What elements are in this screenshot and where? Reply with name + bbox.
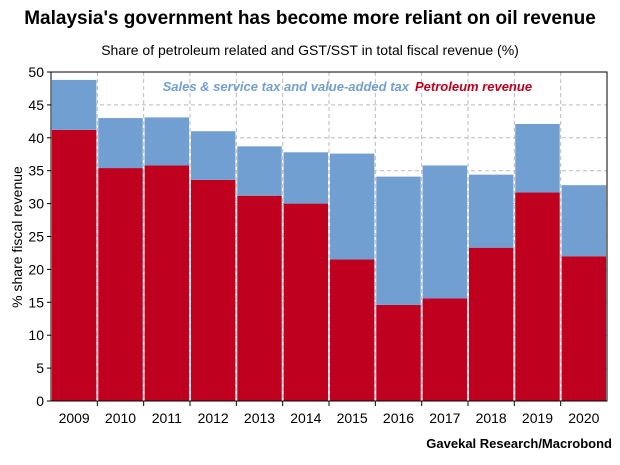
legend-tax: Sales & service tax and value-added tax: [163, 79, 410, 94]
bar-tax: [329, 153, 375, 260]
bars: [51, 79, 607, 402]
bar-petroleum: [376, 304, 421, 401]
y-tick-label: 5: [36, 360, 44, 376]
bar-tax: [376, 176, 421, 305]
y-tick-label: 25: [28, 229, 44, 245]
gridlines: [51, 72, 607, 401]
bar-petroleum: [422, 298, 468, 401]
y-tick-label: 35: [28, 163, 44, 179]
bar-petroleum: [98, 168, 143, 401]
legend-petroleum: Petroleum revenue: [415, 79, 532, 94]
y-tick-label: 20: [28, 261, 44, 277]
bar-tax: [468, 174, 514, 248]
y-tick-label: 50: [28, 64, 44, 80]
y-tick-label: 40: [28, 130, 44, 146]
y-tick-label: 0: [36, 393, 44, 409]
x-tick-label: 2012: [198, 410, 229, 426]
bar-petroleum: [561, 256, 607, 401]
bar-tax: [144, 117, 190, 166]
x-tick-label: 2014: [290, 410, 321, 426]
x-tick-label: 2013: [244, 410, 275, 426]
bar-petroleum: [515, 192, 560, 401]
bar-petroleum: [329, 259, 375, 401]
x-tick-label: 2020: [568, 410, 599, 426]
chart-subtitle: Share of petroleum related and GST/SST i…: [101, 42, 519, 58]
y-tick-label: 45: [28, 97, 44, 113]
y-axis-title: % share fiscal revenue: [9, 166, 25, 308]
bar-tax: [561, 185, 607, 257]
bar-petroleum: [237, 195, 282, 401]
bar-tax: [237, 146, 282, 196]
bar-petroleum: [190, 179, 236, 401]
x-tick-label: 2010: [105, 410, 136, 426]
y-tick-label: 30: [28, 196, 44, 212]
bar-tax: [422, 165, 468, 299]
x-tick-label: 2015: [337, 410, 368, 426]
bar-petroleum: [468, 247, 514, 401]
bar-tax: [190, 131, 236, 180]
x-tick-label: 2018: [476, 410, 507, 426]
bar-petroleum: [51, 129, 97, 402]
x-tick-label: 2009: [59, 410, 90, 426]
bar-tax: [283, 152, 329, 204]
bar-tax: [515, 123, 560, 193]
source-note: Gavekal Research/Macrobond: [426, 436, 612, 451]
bar-petroleum: [144, 165, 190, 401]
y-tick-label: 10: [28, 327, 44, 343]
bar-tax: [98, 118, 143, 169]
bar-petroleum: [283, 203, 329, 401]
x-tick-label: 2011: [152, 410, 182, 426]
x-axis: 2009 2010 2011 2012 2013 2014 2015 2016 2017 2018…: [59, 401, 600, 426]
bar-tax: [51, 79, 97, 130]
x-tick-label: 2017: [429, 410, 460, 426]
y-axis: 0 5 10 15 20 25 30 35 40 45 50: [28, 64, 51, 409]
x-tick-label: 2016: [383, 410, 414, 426]
chart-title: Malaysia's government has become more re…: [24, 8, 596, 29]
y-tick-label: 15: [28, 294, 44, 310]
x-tick-label: 2019: [522, 410, 553, 426]
